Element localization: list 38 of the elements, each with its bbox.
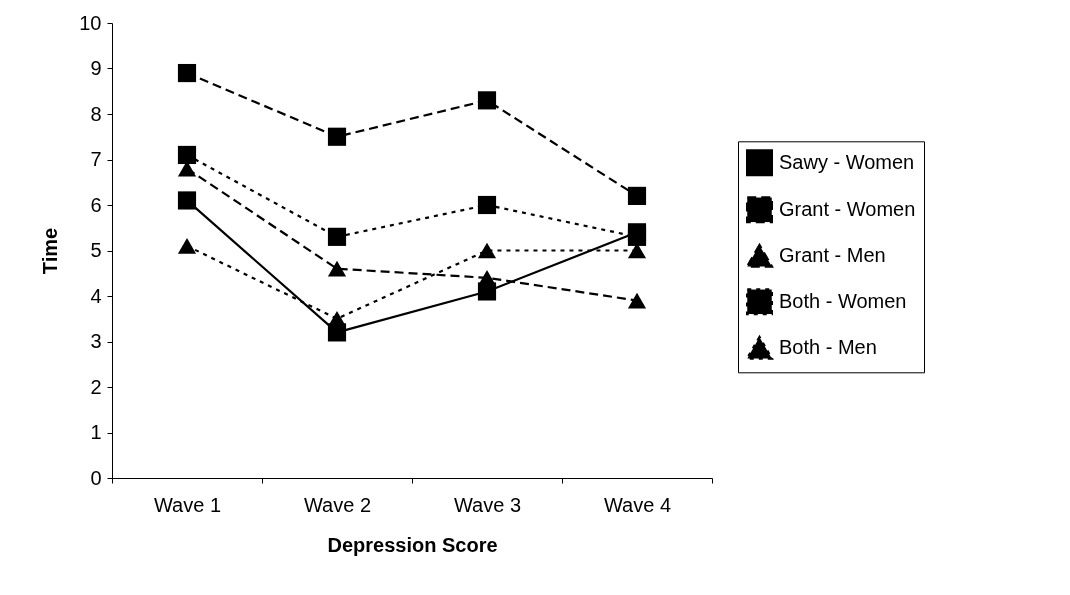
point xyxy=(627,227,647,246)
y-tick-label: 3 xyxy=(90,330,102,352)
point xyxy=(177,63,197,83)
legend-label: Both - Men xyxy=(779,335,877,358)
y-tick-label: 9 xyxy=(90,57,102,79)
y-tick-label: 0 xyxy=(90,466,102,489)
point xyxy=(627,242,647,259)
point xyxy=(627,292,647,309)
point xyxy=(627,186,647,205)
y-tick-label: 7 xyxy=(90,148,102,170)
point xyxy=(327,227,347,246)
point xyxy=(327,310,347,327)
point xyxy=(177,191,197,210)
y-tick-label: 1 xyxy=(90,421,102,443)
point xyxy=(177,145,197,165)
legend-label: Both - Women xyxy=(779,289,907,312)
x-tick-label: Wave 1 xyxy=(153,493,222,516)
y-tick-label: 8 xyxy=(90,102,102,125)
y-tick-label: 5 xyxy=(90,239,102,261)
y-tick-label: 2 xyxy=(90,375,102,398)
point xyxy=(477,269,497,286)
point xyxy=(477,242,497,259)
x-axis-title: Depression Score xyxy=(327,533,498,556)
y-tick-label: 4 xyxy=(90,284,102,307)
point xyxy=(327,260,347,277)
point xyxy=(327,127,347,146)
point xyxy=(477,91,497,110)
x-tick-label: Wave 2 xyxy=(303,493,372,516)
point xyxy=(477,195,497,215)
y-tick-label: 10 xyxy=(79,11,102,34)
x-tick-label: Wave 4 xyxy=(603,493,672,516)
y-axis-title: Time xyxy=(39,227,62,275)
point xyxy=(177,238,197,254)
legend-label: Sawy - Women xyxy=(779,150,915,173)
y-tick-label: 6 xyxy=(90,193,102,216)
legend-label: Grant - Women xyxy=(779,197,916,220)
legend-label: Grant - Men xyxy=(779,243,886,266)
x-tick-label: Wave 3 xyxy=(453,493,522,516)
